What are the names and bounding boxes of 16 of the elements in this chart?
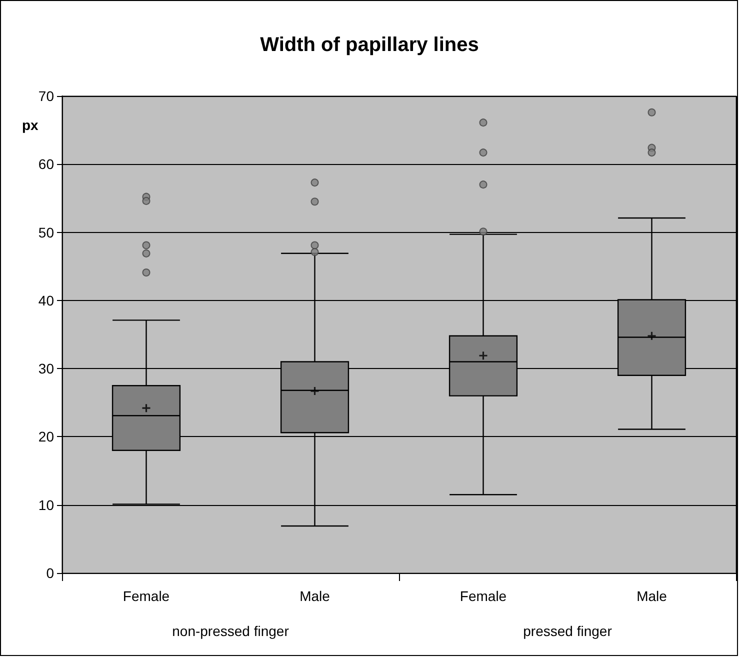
x-tick-label: Female bbox=[460, 588, 507, 604]
x-tick-label: Male bbox=[300, 588, 330, 604]
x-tick-label: Female bbox=[122, 588, 170, 604]
y-tick-label: 60 bbox=[38, 156, 54, 172]
x-tick-label: Male bbox=[636, 588, 668, 604]
y-tick-label: 10 bbox=[38, 496, 54, 513]
y-tick-label: 0 bbox=[46, 565, 54, 581]
y-tick-label: 50 bbox=[38, 224, 54, 240]
chart-title: Width of papillary lines bbox=[260, 34, 479, 56]
text: pressed finger bbox=[523, 623, 612, 639]
y-axis-title: px bbox=[22, 117, 39, 133]
y-tick-label: 40 bbox=[38, 292, 54, 308]
y-tick-label: 20 bbox=[38, 428, 54, 445]
y-tick-label: 30 bbox=[38, 360, 54, 377]
y-tick-label: 70 bbox=[38, 88, 54, 104]
text: non-pressed finger bbox=[172, 623, 290, 639]
